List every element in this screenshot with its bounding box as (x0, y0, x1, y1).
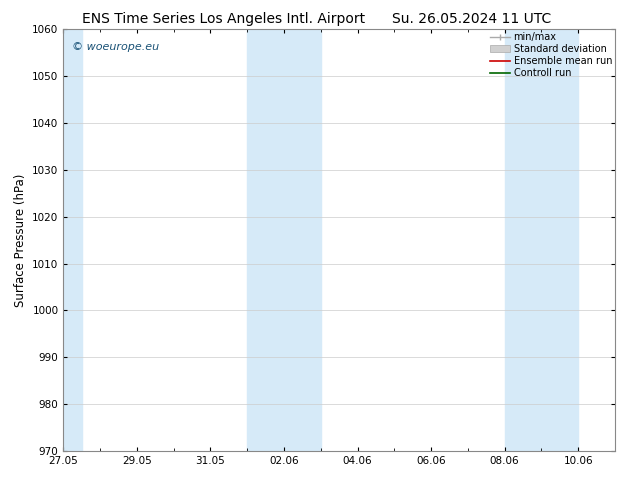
Text: ENS Time Series Los Angeles Intl. Airport: ENS Time Series Los Angeles Intl. Airpor… (82, 12, 366, 26)
Legend: min/max, Standard deviation, Ensemble mean run, Controll run: min/max, Standard deviation, Ensemble me… (490, 32, 612, 78)
Bar (505, 29, 578, 451)
Bar (63, 29, 82, 451)
Y-axis label: Surface Pressure (hPa): Surface Pressure (hPa) (14, 173, 27, 307)
Text: Su. 26.05.2024 11 UTC: Su. 26.05.2024 11 UTC (392, 12, 552, 26)
Bar (247, 29, 321, 451)
Text: © woeurope.eu: © woeurope.eu (72, 42, 158, 52)
